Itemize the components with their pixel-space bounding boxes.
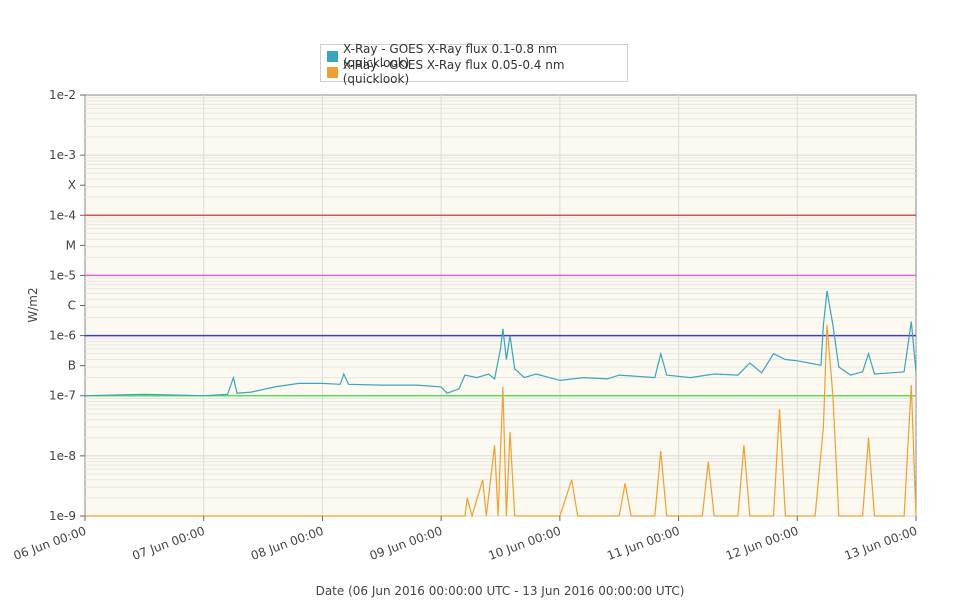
- legend-swatch-series-1: [327, 50, 338, 62]
- y-tick-label: 1e-8: [49, 449, 76, 463]
- x-axis-label: Date (06 Jun 2016 00:00:00 UTC - 13 Jun …: [316, 584, 685, 598]
- legend-item-series-2[interactable]: X-Ray - GOES X-Ray flux 0.05-0.4 nm (qui…: [327, 58, 627, 86]
- x-tick-label: 06 Jun 00:00: [12, 524, 88, 563]
- y-tick-label: 1e-2: [49, 88, 76, 102]
- x-tick-label: 11 Jun 00:00: [605, 524, 681, 563]
- y-tick-label: M: [66, 238, 76, 252]
- y-tick-label: B: [68, 359, 76, 373]
- x-tick-label: 10 Jun 00:00: [486, 524, 562, 563]
- series-line-2: [85, 324, 917, 519]
- flare-threshold-lines: [85, 214, 916, 397]
- x-axis-ticks: 06 Jun 00:00 07 Jun 00:00 08 Jun 00:00 09 J…: [12, 516, 919, 563]
- data-series: [84, 290, 917, 519]
- y-axis-ticks: 1e-9 1e-8 1e-7 B 1e-6 C 1e-5 M 1e-4 X 1e-3 1e-2: [49, 88, 85, 523]
- y-tick-label: C: [68, 299, 76, 313]
- x-tick-label: 09 Jun 00:00: [368, 524, 444, 563]
- x-tick-label: 13 Jun 00:00: [843, 524, 919, 563]
- legend-label-series-1: X-Ray - GOES X-Ray flux 0.1-0.8 nm (quic…: [342, 42, 558, 70]
- y-tick-label: 1e-7: [49, 389, 76, 403]
- y-tick-label: 1e-3: [49, 148, 76, 162]
- legend-swatch-series-2: [327, 66, 338, 78]
- y-tick-label: 1e-9: [49, 509, 76, 523]
- x-tick-label: 12 Jun 00:00: [724, 524, 800, 563]
- legend-label-series-2: X-Ray - GOES X-Ray flux 0.05-0.4 nm (qui…: [342, 58, 565, 86]
- y-tick-label: 1e-4: [49, 208, 76, 222]
- series-line-1: [84, 290, 917, 397]
- y-tick-label: 1e-6: [49, 329, 76, 343]
- legend-item-series-1[interactable]: X-Ray - GOES X-Ray flux 0.1-0.8 nm (quic…: [327, 42, 627, 70]
- x-tick-label: 08 Jun 00:00: [249, 524, 325, 563]
- x-tick-label: 07 Jun 00:00: [130, 524, 206, 563]
- y-tick-label: 1e-5: [49, 268, 76, 282]
- legend: X-Ray - GOES X-Ray flux 0.1-0.8 nm (quic…: [320, 42, 628, 86]
- y-tick-label: X: [68, 178, 76, 192]
- y-axis-label: W/m2: [26, 287, 40, 322]
